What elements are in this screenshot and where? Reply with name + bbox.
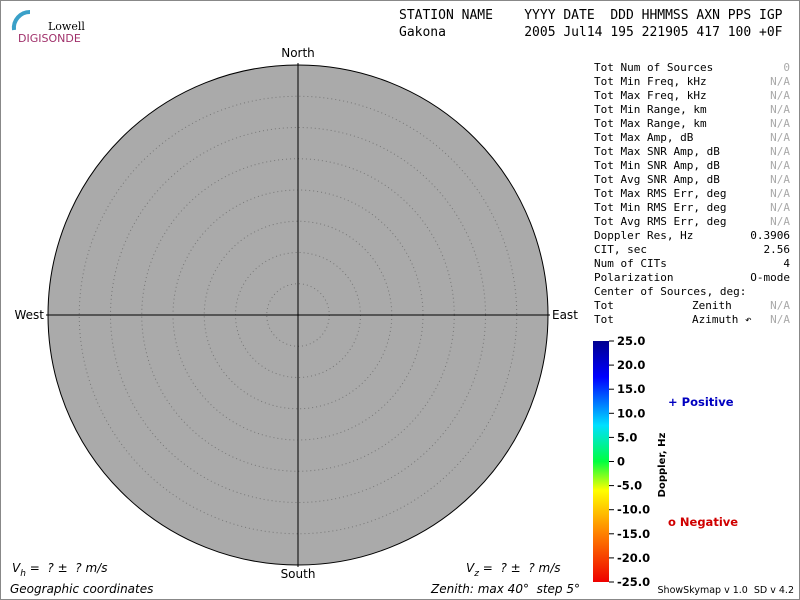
zenith-note: Zenith: max 40° step 5° xyxy=(430,582,580,596)
header-values: Gakona 2005 Jul14 195 221905 417 100 +0F xyxy=(399,25,783,40)
stat-value: N/A xyxy=(770,131,790,144)
coords-note: Geographic coordinates xyxy=(10,582,153,596)
colorbar-tick-label: 10.0 xyxy=(617,406,645,420)
stat-value: N/A xyxy=(770,117,790,130)
center-label: Tot xyxy=(594,299,614,312)
stat-label: Num of CITs xyxy=(594,257,667,270)
direction-label: West xyxy=(14,308,44,322)
direction-label: East xyxy=(552,308,578,322)
stat-label: Doppler Res, Hz xyxy=(594,229,693,242)
stat-value: N/A xyxy=(770,145,790,158)
colorbar-tick-label: -15.0 xyxy=(617,527,650,541)
stat-value: N/A xyxy=(770,215,790,228)
stat-label: Tot Min RMS Err, deg xyxy=(594,201,726,214)
stat-value: 2.56 xyxy=(764,243,791,256)
stat-label: Tot Min Freq, kHz xyxy=(594,75,707,88)
stat-label: Tot Max SNR Amp, dB xyxy=(594,145,720,158)
stat-label: Tot Max Freq, kHz xyxy=(594,89,707,102)
center-label: Tot xyxy=(594,313,614,326)
stats-table: Tot Num of Sources 0 Tot Min Freq, kHz N/A T… xyxy=(594,61,790,326)
colorbar-tick-label: 25.0 xyxy=(617,334,645,348)
center-value: N/A xyxy=(770,313,790,326)
colorbar-tick-label: -20.0 xyxy=(617,551,650,565)
vh-readout: Vh = ? ± ? m/s xyxy=(12,561,107,579)
stat-label: Tot Max Range, km xyxy=(594,117,707,130)
stat-value: N/A xyxy=(770,89,790,102)
center-sub: Azimuth ↶ xyxy=(692,313,752,326)
legend-positive: + Positive xyxy=(668,395,734,409)
colorbar-tick-label: -10.0 xyxy=(617,503,650,517)
logo-text: Lowell xyxy=(48,20,85,33)
stat-value: N/A xyxy=(770,187,790,200)
center-sub: Zenith xyxy=(692,299,732,312)
direction-label: South xyxy=(281,567,316,581)
center-title: Center of Sources, deg: xyxy=(594,285,746,298)
stat-value: 0 xyxy=(783,61,790,74)
colorbar-tick-label: -5.0 xyxy=(617,479,642,493)
colorbar-tick-label: 20.0 xyxy=(617,358,645,372)
stat-label: Polarization xyxy=(594,271,673,284)
colorbar-tick-label: 0 xyxy=(617,455,625,469)
stat-label: Tot Min SNR Amp, dB xyxy=(594,159,720,172)
stat-label: CIT, sec xyxy=(594,243,647,256)
colorbar-tick-label: -25.0 xyxy=(617,575,650,589)
stat-label: Tot Max Amp, dB xyxy=(594,131,694,144)
direction-label: North xyxy=(281,46,315,60)
colorbar-tick-label: 5.0 xyxy=(617,430,637,444)
stat-value: O-mode xyxy=(750,271,790,284)
colorbar-label: Doppler, Hz xyxy=(657,433,668,498)
stat-value: N/A xyxy=(770,75,790,88)
stat-value: 4 xyxy=(783,257,790,270)
header-columns: STATION NAME YYYY DATE DDD HHMMSS AXN PP… xyxy=(399,8,783,23)
legend-negative: o Negative xyxy=(668,515,738,529)
stat-value: N/A xyxy=(770,173,790,186)
stat-label: Tot Avg SNR Amp, dB xyxy=(594,173,720,186)
colorbar xyxy=(593,341,609,582)
logo-text: DIGISONDE xyxy=(18,32,81,45)
stat-label: Tot Num of Sources xyxy=(594,61,713,74)
stat-label: Tot Avg RMS Err, deg xyxy=(594,215,726,228)
colorbar-ticks: 25.0 20.0 15.0 10.0 5.0 0 -5.0 -10.0 -15.0 -20.0 -… xyxy=(609,334,650,589)
stat-value: N/A xyxy=(770,159,790,172)
vz-readout: Vz = ? ± ? m/s xyxy=(466,561,561,579)
stat-value: N/A xyxy=(770,201,790,214)
stat-label: Tot Min Range, km xyxy=(594,103,707,116)
colorbar-tick-label: 15.0 xyxy=(617,382,645,396)
stat-value: N/A xyxy=(770,103,790,116)
stat-value: 0.3906 xyxy=(750,229,790,242)
version: ShowSkymap v 1.0 SD v 4.2 xyxy=(658,585,794,596)
center-value: N/A xyxy=(770,299,790,312)
stat-label: Tot Max RMS Err, deg xyxy=(594,187,726,200)
logo-arc xyxy=(11,9,31,31)
